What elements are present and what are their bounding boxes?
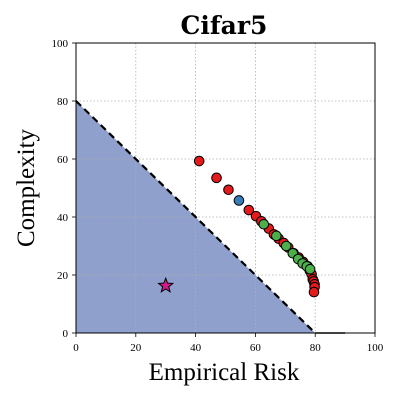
x-tick-label: 80 [310, 342, 322, 354]
data-point [243, 204, 255, 216]
y-tick-label: 100 [52, 38, 69, 50]
data-point [193, 155, 205, 167]
y-tick-label: 60 [57, 154, 69, 166]
plot-frame [75, 42, 376, 334]
star-point [157, 276, 175, 293]
data-point [233, 195, 245, 206]
data-point [304, 263, 316, 275]
x-tick-label: 60 [250, 342, 262, 354]
x-tick-label: 100 [367, 342, 384, 354]
x-tick-label: 40 [190, 342, 202, 354]
y-axis-label: Complexity [13, 128, 40, 247]
boundary-line [75, 100, 316, 334]
y-tick-label: 80 [57, 96, 69, 108]
data-point [308, 286, 320, 298]
data-point [211, 172, 222, 184]
data-point [223, 184, 234, 196]
data-point [280, 240, 292, 252]
plot-area: 0 20 40 60 80 100 0 20 40 60 80 100 [52, 38, 384, 354]
x-tick-label: 20 [130, 342, 142, 354]
y-tick-label: 40 [57, 212, 69, 224]
y-tick-label: 20 [57, 270, 69, 282]
y-tick-label: 0 [63, 328, 69, 340]
chart-title: Cifar5 [181, 11, 268, 40]
x-tick-label: 0 [73, 342, 79, 354]
x-axis-label: Empirical Risk [149, 359, 300, 386]
data-point [258, 218, 270, 230]
data-point [271, 230, 282, 242]
